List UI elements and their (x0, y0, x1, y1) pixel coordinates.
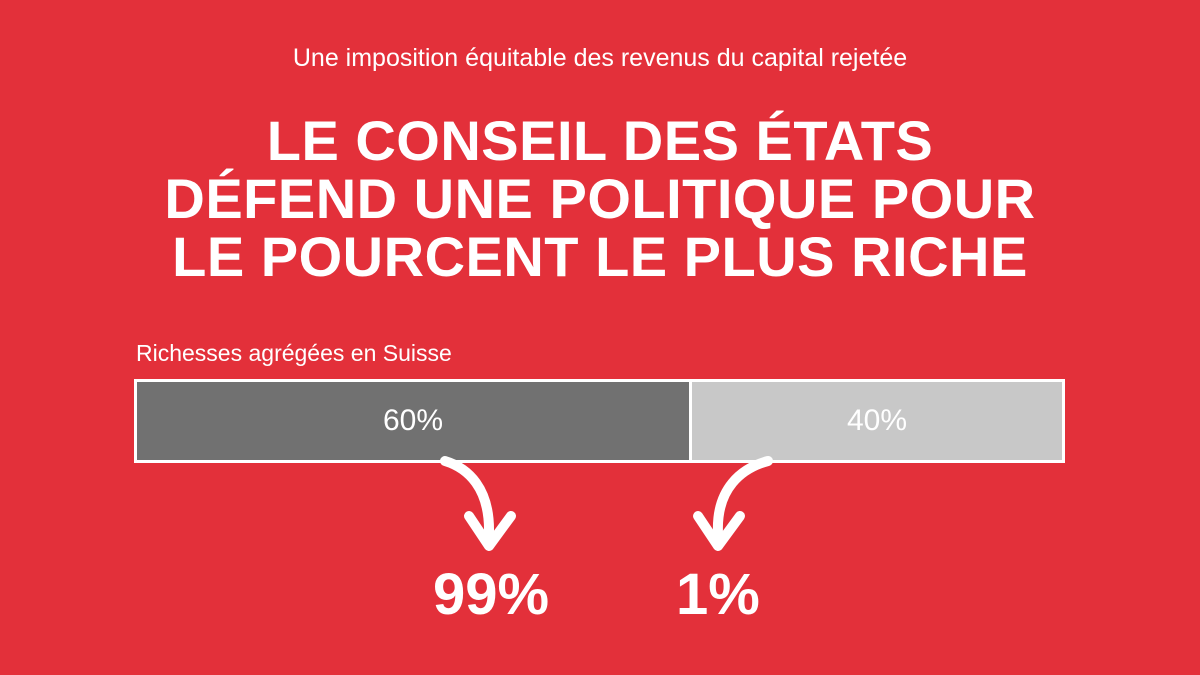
arrow-head-icon (464, 511, 516, 551)
bar-segment-majority: 60% (137, 382, 692, 460)
headline-line-3: LE POURCENT LE PLUS RICHE (172, 225, 1028, 288)
bar-segment-minority: 40% (692, 382, 1062, 460)
arrow-head-icon (693, 511, 745, 551)
headline-line-1: LE CONSEIL DES ÉTATS (266, 109, 934, 172)
subtitle: Une imposition équitable des revenus du … (292, 44, 908, 72)
segment-value-label: 40% (846, 404, 908, 437)
curved-arrow-icon (440, 456, 495, 538)
headline: LE CONSEIL DES ÉTATS DÉFEND UNE POLITIQU… (0, 112, 1200, 286)
population-label-majority: 99% (433, 562, 550, 627)
population-label-minority: 1% (676, 562, 760, 627)
headline-line-2: DÉFEND UNE POLITIQUE POUR (164, 167, 1036, 230)
stacked-bar: 60% 40% (134, 379, 1065, 463)
curved-arrow-icon (712, 456, 773, 538)
segment-value-label: 60% (382, 404, 444, 437)
chart-title: Richesses agrégées en Suisse (136, 340, 452, 366)
